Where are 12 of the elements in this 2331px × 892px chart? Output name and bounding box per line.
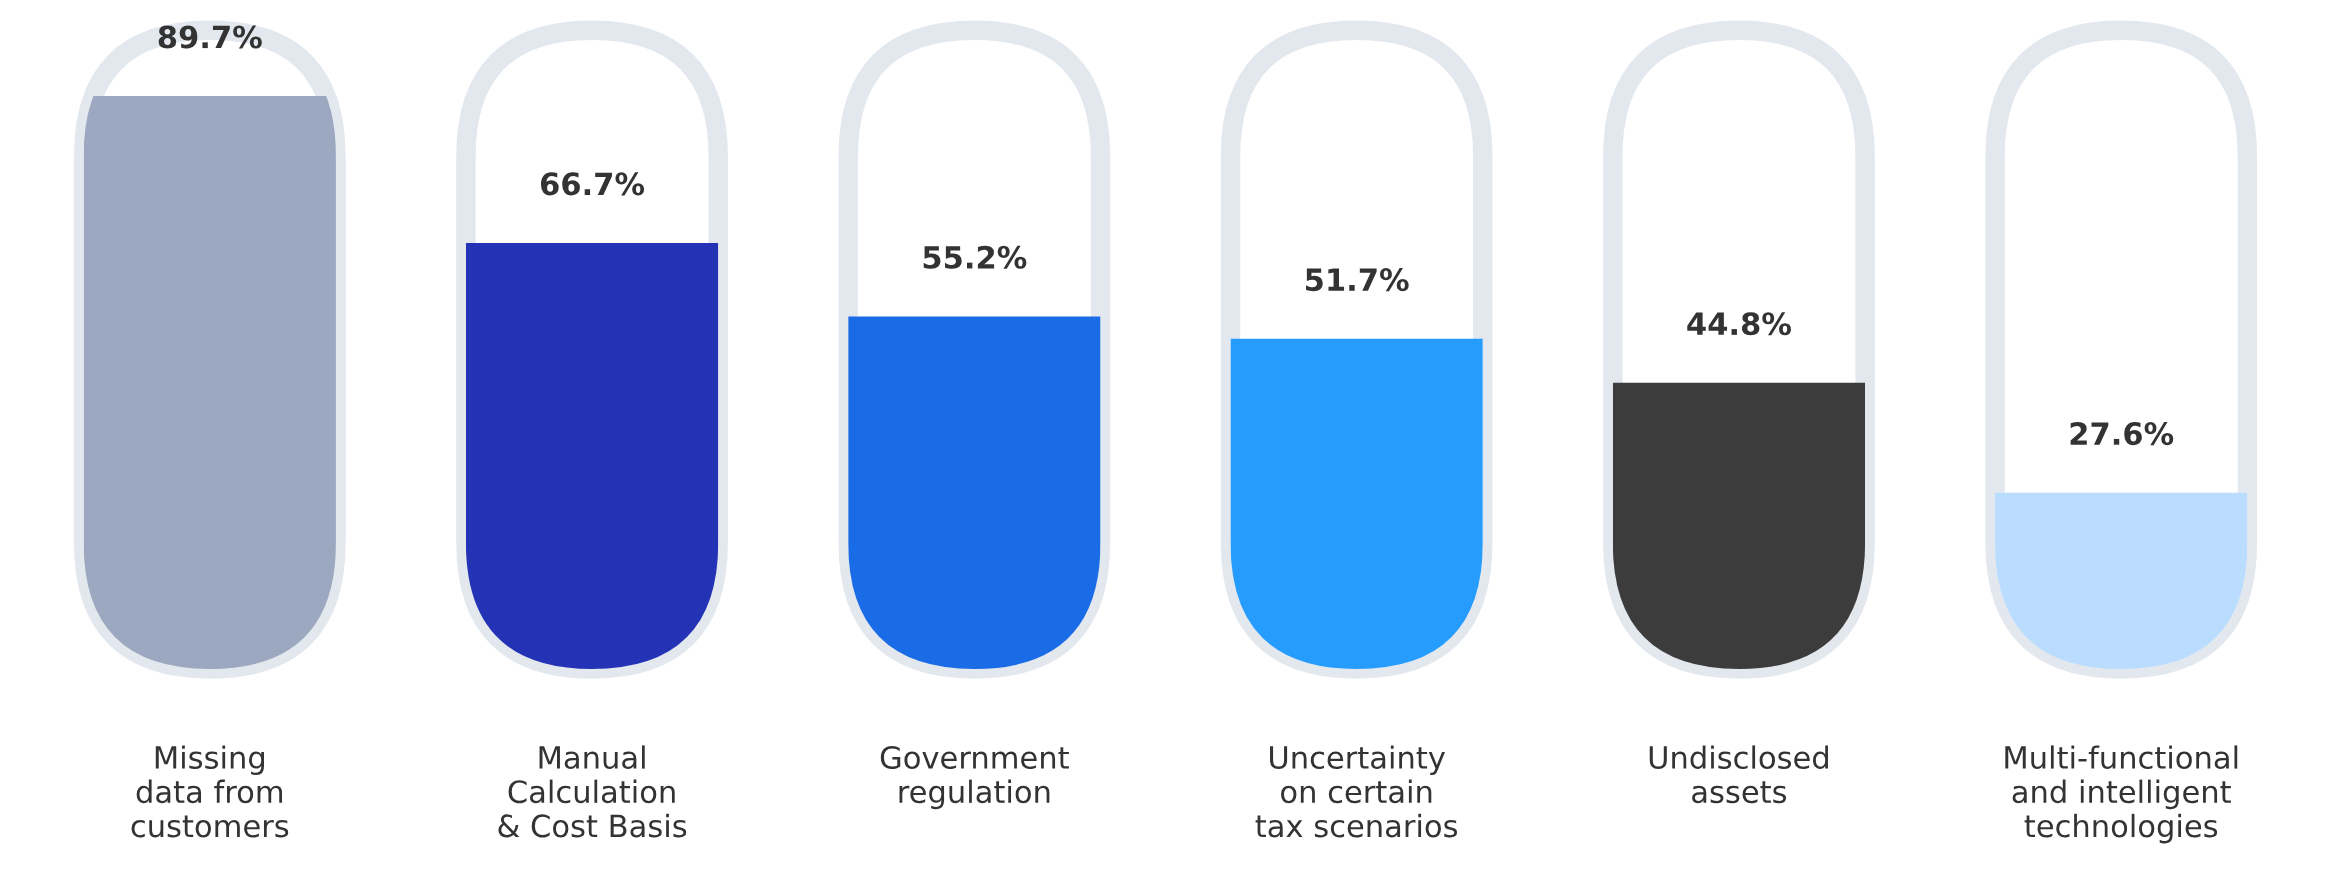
data-label: 51.7% [1306, 268, 1409, 292]
x-tick-label: Multi-functional and intelligent technologies [2005, 745, 2238, 844]
data-label: 27.6% [2070, 422, 2174, 446]
x-tick-label: Missing data from customers [131, 745, 289, 838]
x-tick-label: Government regulation [880, 745, 1069, 810]
data-label: 89.7% [158, 25, 262, 49]
data-label: 44.8% [1687, 312, 1791, 336]
data-label: 55.2% [923, 245, 1027, 269]
x-tick-label: Manual Calculation & Cost Basis [498, 745, 687, 838]
data-label: 66.7% [540, 172, 645, 196]
x-tick-label: Uncertainty on certain tax scenarios [1255, 745, 1458, 838]
x-tick-label: Undisclosed assets [1649, 745, 1828, 804]
